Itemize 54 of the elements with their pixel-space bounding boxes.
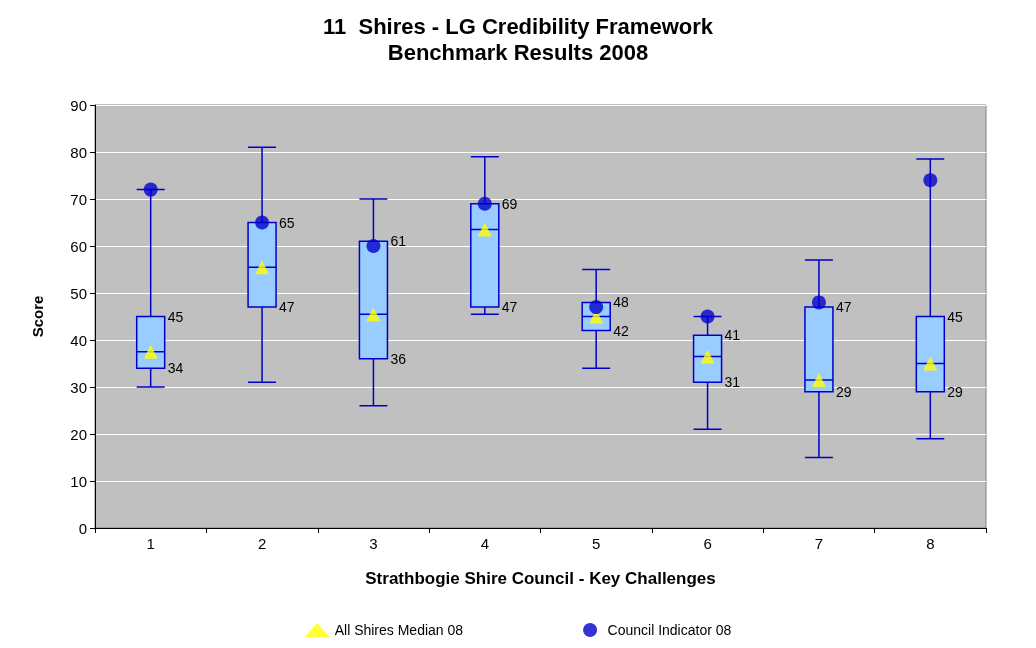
point [366,239,381,253]
annotation: 31 [724,374,741,391]
annotation: 42 [613,322,629,339]
x-tick-label: 8 [926,535,935,552]
x-tick-label: 1 [146,535,155,552]
annotation: 29 [835,383,852,400]
y-tick-label: 20 [70,425,87,443]
point [143,344,158,359]
annotation: 48 [613,294,629,311]
x-tick-label: 2 [257,535,267,552]
x-tick-label: 6 [703,535,712,552]
legend-label: All Shires Median 08 [334,622,464,638]
point [589,300,604,315]
annotation: 45 [167,308,184,325]
point [700,349,715,364]
y-tick-label: 70 [70,190,87,208]
x-tick-label: 7 [814,535,824,552]
annotation: 36 [390,350,407,367]
point [811,295,826,310]
annotation: 45 [947,308,964,325]
annotation: 34 [167,360,184,377]
annotation: 47 [835,299,852,316]
point [255,215,270,230]
point [255,260,270,275]
annotation: 41 [724,327,741,344]
annotation: 61 [390,233,407,250]
y-tick-label: 0 [78,519,87,537]
annotation: 47 [501,299,518,316]
y-tick-label: 10 [70,472,87,490]
point [700,309,715,324]
x-tick-label: 4 [480,535,489,552]
annotation: 47 [279,299,295,316]
point [366,307,381,322]
point [923,173,938,188]
y-tick-label: 30 [70,378,87,396]
y-tick-label: 90 [70,96,87,114]
point [143,182,158,197]
legend-label: Council Indicator 08 [607,622,732,638]
annotation: 69 [501,195,518,212]
point [477,222,492,237]
chart-title: 11 Shires - LG Credibility Framework Benchmark Results 2008 [322,13,714,65]
point [477,196,492,211]
y-tick-label: 50 [70,284,87,302]
x-tick-label: 5 [592,535,601,552]
y-axis-title: Score [29,295,46,338]
x-tick-label: 3 [369,535,378,552]
y-tick-label: 40 [70,331,87,349]
point [923,356,938,371]
annotation: 29 [947,383,964,400]
y-tick-label: 60 [70,237,87,255]
y-tick-label: 80 [70,143,87,161]
x-axis-title: Strathbogie Shire Council - Key Challenges [365,569,716,588]
point [811,372,826,387]
annotation: 65 [279,214,295,231]
